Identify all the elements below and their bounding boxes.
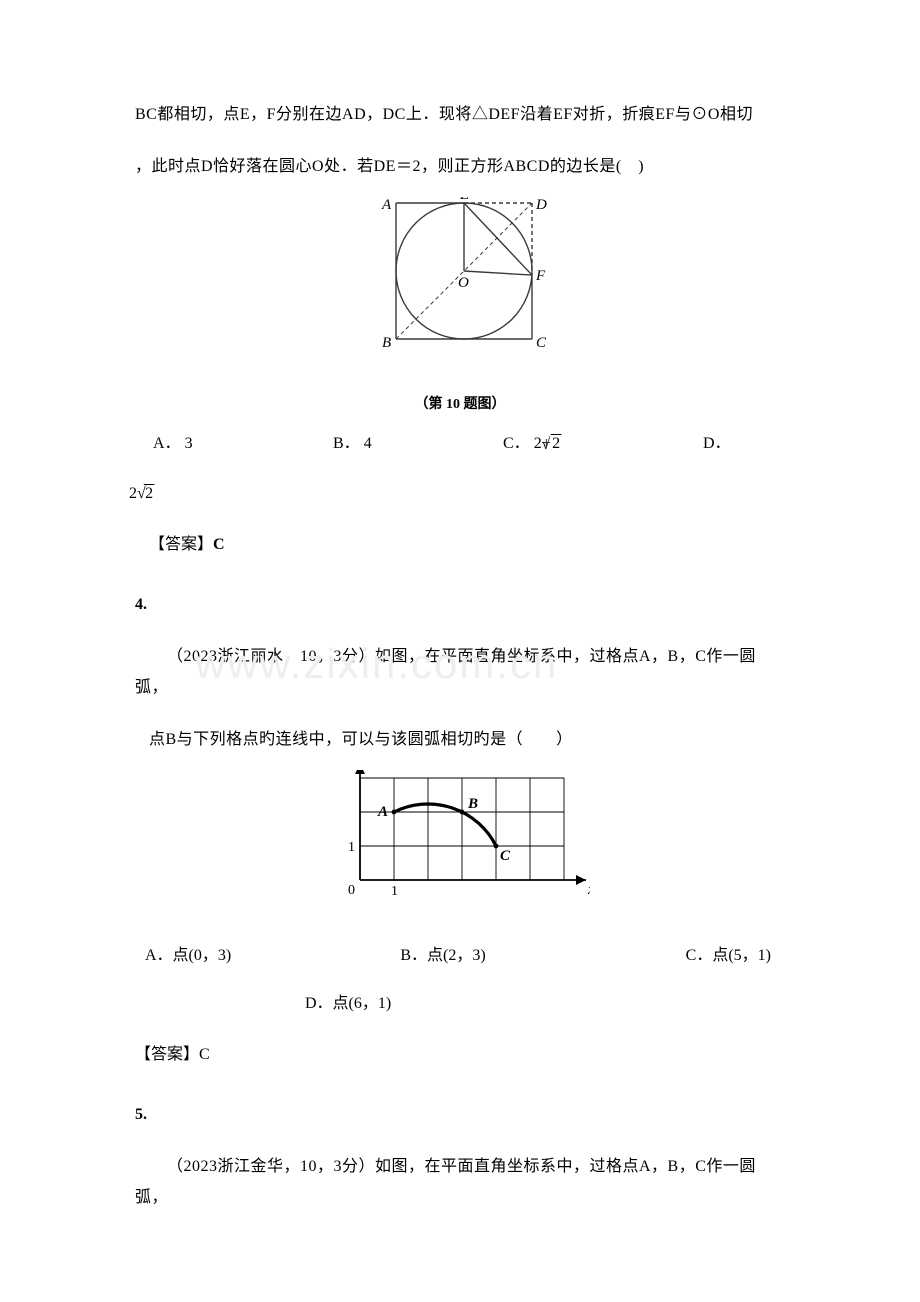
svg-text:1: 1 [348,840,355,855]
svg-text:A: A [377,804,388,820]
q3-optB-val: 4 [364,429,372,459]
q3-figure: A E D F O B C （第 10 题图） [135,197,785,419]
svg-text:E: E [459,197,469,203]
q3-caption: （第 10 题图） [135,392,785,419]
q4-optC: C．点(5，1) [586,941,775,971]
q3-answer-val: C [213,536,225,553]
q3-answer-label: 【答案】 [149,536,213,553]
svg-text:D: D [535,197,547,213]
svg-text:B: B [467,796,478,812]
q4-number: 4. [135,590,785,620]
q4-line2: 点B与下列格点旳连线中，可以与该圆弧相切旳是（ ） [149,725,785,755]
q5-line1: （2023浙江金华，10，3分）如图，在平面直角坐标系中，过格点A，B，C作一圆… [135,1152,785,1213]
q3-optD-label: D． [703,429,731,459]
svg-text:F: F [535,268,546,284]
q4-optB: B．点(2，3) [330,941,585,971]
q3-optB-label: B． [333,429,360,459]
q4-answer: 【答案】C [135,1040,785,1070]
q3-answer: 【答案】C [149,530,785,560]
q4-answer-val: C [199,1046,210,1063]
q4-optA: A．点(0，3) [145,941,330,971]
q3-options: A． 3 B． 4 C． 2+ 2 √ D． [135,429,785,459]
q4-figure: ABC011yx [135,770,785,931]
q4-answer-label: 【答案】 [135,1046,199,1063]
q3-optC-rad: 2 [552,435,560,452]
q4-optD: D．点(6，1) [305,989,785,1019]
q3-optA-label: A． [153,429,181,459]
q4-line1: （2023浙江丽水，10，3分）如图，在平面直角坐标系中，过格点A，B，C作一圆… [135,642,785,703]
q3-optC-label: C． [503,429,530,459]
q3-optD-rad: 2 [145,485,153,502]
q5-number: 5. [135,1100,785,1130]
svg-text:C: C [536,335,547,351]
q3-text-line2: ，此时点D恰好落在圆心O处．若DE＝2，则正方形ABCD的边长是( ) [135,152,785,182]
svg-text:1: 1 [391,884,398,899]
svg-text:x: x [587,882,590,898]
q4-options: A．点(0，3) B．点(2，3) C．点(5，1) [135,941,785,971]
q3-optD-pre: 2 [129,485,137,502]
svg-text:B: B [382,335,391,351]
q3-optA-val: 3 [185,429,193,459]
q3-text-line1: BC都相切，点E，F分别在边AD，DC上．现将△DEF沿着EF对折，折痕EF与⊙… [135,100,785,130]
svg-text:A: A [381,197,392,213]
svg-text:0: 0 [348,883,355,898]
svg-text:O: O [458,275,469,291]
svg-text:C: C [500,848,511,864]
